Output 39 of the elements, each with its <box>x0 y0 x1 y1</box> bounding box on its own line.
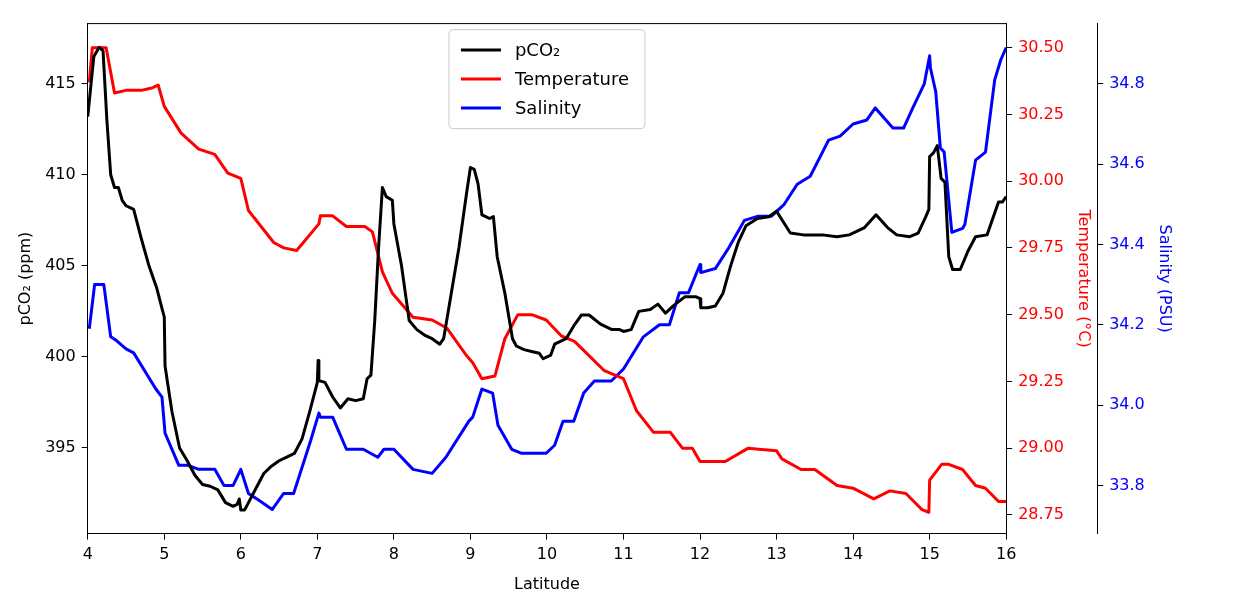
x-tick-label: 11 <box>613 544 634 564</box>
legend-label: Temperature <box>513 67 629 89</box>
y2-tick-label: 29.25 <box>1018 370 1064 390</box>
y-tick-label: 400 <box>45 346 76 366</box>
y3-tick-label: 34.4 <box>1109 233 1145 253</box>
x-tick-label: 4 <box>82 544 93 564</box>
y3-tick-label: 34.8 <box>1109 72 1145 92</box>
y2-tick-label: 29.00 <box>1018 437 1064 457</box>
x-tick-label: 15 <box>919 544 940 564</box>
y-tick-label: 395 <box>45 437 76 457</box>
y3-tick-label: 34.2 <box>1109 313 1145 333</box>
y2-axis-title: Temperature (°C) <box>1075 208 1095 348</box>
x-tick-label: 8 <box>388 544 399 564</box>
y-tick-label: 410 <box>45 163 76 183</box>
x-tick-label: 10 <box>536 544 558 564</box>
y2-tick-label: 29.75 <box>1018 237 1064 257</box>
x-tick-label: 14 <box>842 544 864 564</box>
y3-tick-label: 34.0 <box>1109 394 1145 414</box>
y2-tick-label: 30.00 <box>1018 170 1064 190</box>
y3-tick-label: 34.6 <box>1109 153 1145 173</box>
y2-tick-label: 29.50 <box>1018 303 1064 323</box>
y2-tick-label: 30.25 <box>1018 103 1064 123</box>
x-tick-label: 12 <box>689 544 711 564</box>
x-tick-label: 7 <box>312 544 323 564</box>
y3-tick-label: 33.8 <box>1109 474 1145 494</box>
y-tick-label: 405 <box>45 255 76 275</box>
x-tick-label: 5 <box>159 544 170 564</box>
x-axis-title: Latitude <box>514 573 580 593</box>
x-tick-label: 6 <box>235 544 246 564</box>
legend-label: Salinity <box>514 96 582 118</box>
y2-tick-label: 28.75 <box>1018 504 1064 524</box>
x-tick-label: 9 <box>465 544 476 564</box>
y2-tick-label: 30.50 <box>1018 36 1064 56</box>
x-tick-label: 13 <box>766 544 787 564</box>
x-tick-label: 16 <box>995 544 1017 564</box>
y-axis-title: pCO₂ (ppm) <box>14 231 34 326</box>
legend-label: pCO₂ <box>514 38 561 60</box>
y-tick-label: 415 <box>45 72 76 92</box>
y3-axis-title: Salinity (PSU) <box>1156 224 1176 333</box>
